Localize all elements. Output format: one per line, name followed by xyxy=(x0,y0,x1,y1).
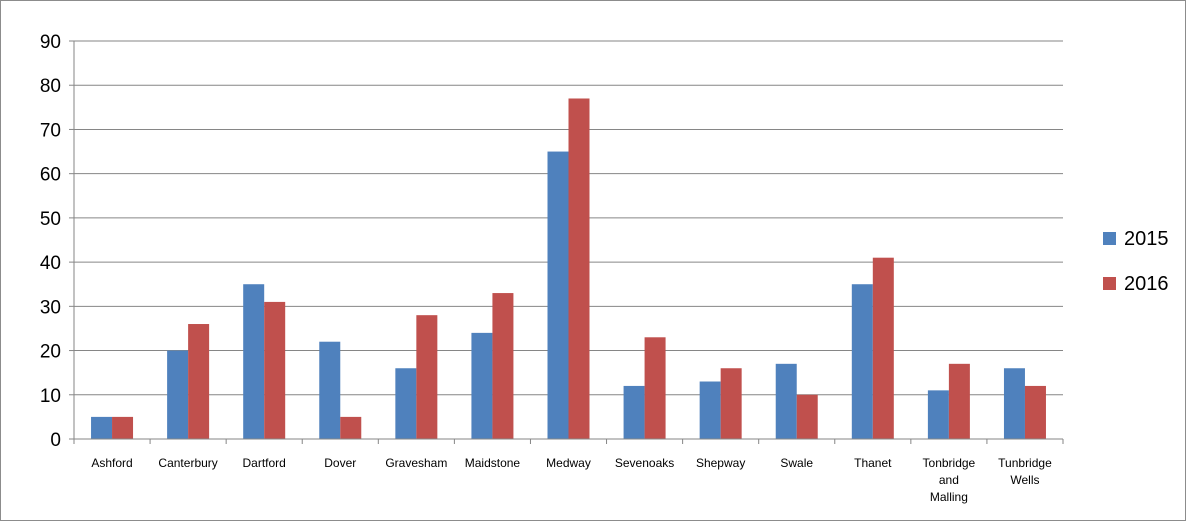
y-tick-label: 60 xyxy=(40,165,61,186)
legend-swatch-2016 xyxy=(1103,277,1116,290)
bar-2015-8 xyxy=(699,381,721,439)
y-tick-label: 80 xyxy=(40,76,61,97)
x-tick-label: Maidstone xyxy=(465,456,521,470)
y-tick-label: 30 xyxy=(40,297,61,318)
bar-2015-11 xyxy=(927,390,949,439)
bar-2016-3 xyxy=(340,416,362,439)
bar-2015-5 xyxy=(471,332,493,439)
legend-label-2015: 2015 xyxy=(1124,228,1169,250)
x-tick-label: Malling xyxy=(930,490,968,504)
bar-2016-0 xyxy=(112,416,134,439)
y-tick-label: 10 xyxy=(40,386,61,407)
legend-swatch-2015 xyxy=(1103,232,1116,245)
bar-2015-7 xyxy=(623,385,645,439)
bar-2015-6 xyxy=(547,151,569,440)
x-tick-label: and xyxy=(939,473,959,487)
x-tick-label: Medway xyxy=(546,456,591,470)
legend-label-2016: 2016 xyxy=(1124,273,1169,295)
bar-2015-9 xyxy=(775,363,797,439)
y-tick-label: 40 xyxy=(40,253,61,274)
x-tick-label: Gravesham xyxy=(385,456,447,470)
axes xyxy=(69,40,1064,444)
x-tick-label: Canterbury xyxy=(158,456,217,470)
x-tick-label: Tunbridge xyxy=(998,456,1052,470)
y-tick-label: 50 xyxy=(40,209,61,230)
bar-2016-9 xyxy=(796,394,818,439)
bar-2015-2 xyxy=(243,284,265,439)
bar-2016-8 xyxy=(720,368,742,439)
bars xyxy=(91,98,1046,440)
bar-2016-6 xyxy=(568,98,590,439)
y-tick-label: 20 xyxy=(40,342,61,363)
bar-2015-1 xyxy=(167,350,189,439)
bar-2016-5 xyxy=(492,293,514,439)
y-axis-ticks: 0 10 20 30 40 50 60 70 80 90 xyxy=(40,32,61,451)
bar-2015-4 xyxy=(395,368,417,439)
x-tick-label: Dartford xyxy=(243,456,286,470)
x-tick-label: Shepway xyxy=(696,456,745,470)
bar-2016-1 xyxy=(188,324,210,439)
x-tick-label: Wells xyxy=(1010,473,1039,487)
x-tick-label: Thanet xyxy=(854,456,892,470)
bar-2015-10 xyxy=(851,284,873,439)
x-axis-ticks: Ashford Canterbury Dartford Dover Gravesham M… xyxy=(91,456,1052,504)
x-tick-label: Tonbridge xyxy=(923,456,976,470)
x-tick-label: Dover xyxy=(324,456,356,470)
bar-2016-7 xyxy=(644,337,666,439)
bar-2016-12 xyxy=(1024,385,1046,439)
x-tick-label: Ashford xyxy=(91,456,132,470)
bar-2015-0 xyxy=(91,416,113,439)
bar-2016-2 xyxy=(264,301,286,439)
bar-2015-12 xyxy=(1003,368,1025,439)
x-tick-label: Sevenoaks xyxy=(615,456,674,470)
bar-2016-10 xyxy=(872,257,894,439)
y-tick-label: 90 xyxy=(40,32,61,53)
bar-2016-11 xyxy=(948,363,970,439)
y-tick-label: 0 xyxy=(50,430,61,451)
legend: 2015 2016 xyxy=(1103,228,1169,295)
x-tick-label: Swale xyxy=(780,456,813,470)
y-tick-label: 70 xyxy=(40,120,61,141)
bar-2016-4 xyxy=(416,315,438,439)
bar-2015-3 xyxy=(319,341,341,439)
